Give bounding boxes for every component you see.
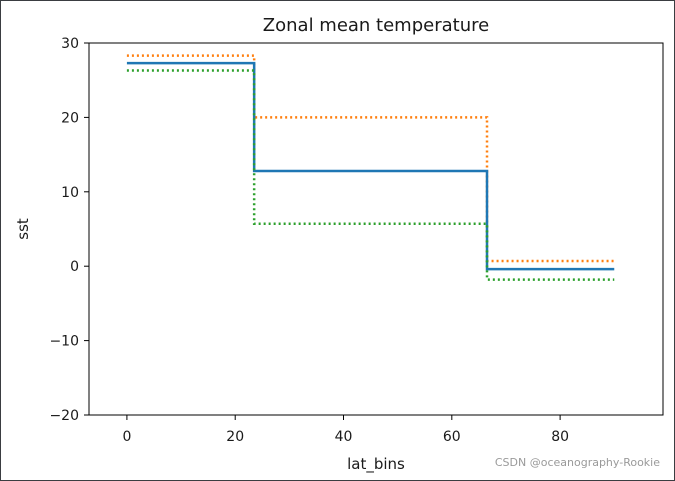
y-axis-label: sst bbox=[14, 218, 32, 240]
x-tick-label: 40 bbox=[335, 429, 353, 445]
y-tick-label: 30 bbox=[61, 36, 79, 52]
series-line-3 bbox=[126, 69, 615, 281]
y-tick-label: −20 bbox=[49, 408, 79, 424]
x-tick-label: 20 bbox=[226, 429, 244, 445]
y-tick-label: 10 bbox=[61, 185, 79, 201]
watermark: CSDN @oceanography-Rookie bbox=[494, 456, 660, 469]
x-tick-label: 60 bbox=[443, 429, 461, 445]
y-tick-label: 0 bbox=[70, 259, 79, 275]
series-line-1 bbox=[126, 54, 615, 263]
series-line-2 bbox=[126, 61, 615, 271]
chart-title: Zonal mean temperature bbox=[263, 15, 489, 36]
axes-frame bbox=[88, 42, 664, 416]
x-tick-label: 0 bbox=[122, 429, 131, 445]
x-axis-label: lat_bins bbox=[347, 455, 405, 474]
plot-area: 0 20 40 60 80 −20 −10 0 10 20 30 bbox=[49, 36, 664, 445]
y-tick-label: −10 bbox=[49, 334, 79, 350]
x-tick-label: 80 bbox=[551, 429, 569, 445]
y-tick-label: 20 bbox=[61, 110, 79, 126]
